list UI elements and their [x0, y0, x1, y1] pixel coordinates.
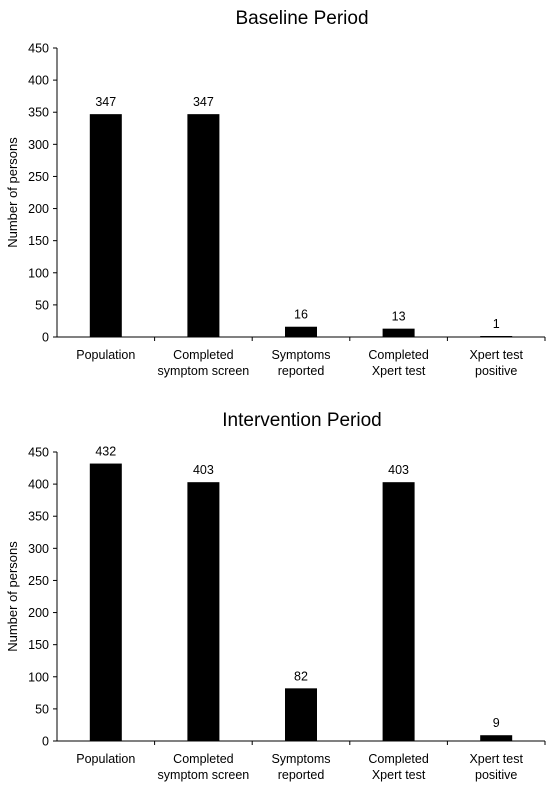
data-label: 13	[392, 310, 406, 324]
x-category-label: Completed Xpert test	[368, 348, 428, 378]
x-category-label-line: Symptoms	[271, 752, 330, 766]
y-tick-label: 350	[28, 510, 49, 524]
x-category-label: Symptoms reported	[271, 752, 330, 782]
y-tick-label: 450	[28, 42, 49, 56]
data-label: 82	[294, 669, 308, 683]
y-tick-label: 50	[35, 298, 49, 312]
x-category-label-line: Xpert test	[469, 752, 523, 766]
x-category-label: Xpert test positive	[469, 348, 523, 378]
x-category-label: Completed symptom screen	[158, 752, 250, 782]
y-tick-label: 450	[28, 446, 49, 460]
chart-title: Intervention Period	[222, 410, 382, 431]
x-category-label: Completed Xpert test	[368, 752, 428, 782]
x-category-label-line: Xpert test	[372, 364, 426, 378]
y-axis-title: Number of persons	[5, 541, 20, 652]
y-tick-label: 300	[28, 542, 49, 556]
x-category-label-line: Completed	[173, 348, 233, 362]
y-tick-label: 0	[42, 735, 49, 749]
data-label: 16	[294, 308, 308, 322]
x-category-label-line: Population	[76, 348, 135, 362]
x-category-label-line: Symptoms	[271, 348, 330, 362]
bar	[187, 482, 220, 741]
y-tick-label: 300	[28, 138, 49, 152]
x-category-label-line: Xpert test	[469, 348, 523, 362]
data-label: 1	[493, 317, 500, 331]
y-tick-label: 250	[28, 170, 49, 184]
data-label: 432	[95, 445, 116, 459]
x-category-label-line: symptom screen	[158, 364, 250, 378]
x-category-label: Population	[76, 752, 135, 766]
x-category-label: Completed symptom screen	[158, 348, 250, 378]
y-tick-label: 50	[35, 702, 49, 716]
bar	[285, 326, 317, 337]
x-category-label: Xpert test positive	[469, 752, 523, 782]
data-label: 403	[193, 463, 214, 477]
y-tick-label: 100	[28, 266, 49, 280]
bar	[480, 735, 513, 741]
bar	[89, 463, 122, 741]
x-category-label-line: Population	[76, 752, 135, 766]
chart-title: Baseline Period	[235, 8, 368, 29]
y-tick-label: 200	[28, 606, 49, 620]
y-axis-title: Number of persons	[5, 137, 20, 248]
y-tick-label: 250	[28, 574, 49, 588]
bar	[187, 114, 220, 337]
chart-panel-1: Baseline Period Number of persons 0 50 100 15…	[5, 8, 546, 378]
x-category-label-line: reported	[278, 364, 325, 378]
x-category-label: Symptoms reported	[271, 348, 330, 378]
data-label: 347	[193, 95, 214, 109]
y-tick-label: 150	[28, 638, 49, 652]
data-label: 9	[493, 716, 500, 730]
bar	[480, 336, 513, 337]
bar	[89, 114, 122, 337]
bar	[382, 482, 415, 741]
x-category-label: Population	[76, 348, 135, 362]
x-category-label-line: positive	[475, 768, 517, 782]
y-tick-label: 100	[28, 670, 49, 684]
y-tick-label: 0	[42, 331, 49, 345]
y-tick-label: 150	[28, 234, 49, 248]
data-label: 403	[388, 463, 409, 477]
x-category-label-line: Completed	[368, 752, 428, 766]
y-tick-label: 400	[28, 478, 49, 492]
y-tick-label: 400	[28, 74, 49, 88]
x-category-label-line: reported	[278, 768, 325, 782]
x-category-label-line: positive	[475, 364, 517, 378]
x-category-label-line: Xpert test	[372, 768, 426, 782]
data-label: 347	[95, 95, 116, 109]
bar	[382, 328, 415, 337]
bar	[285, 688, 317, 741]
x-category-label-line: Completed	[368, 348, 428, 362]
y-tick-label: 200	[28, 202, 49, 216]
x-category-label-line: Completed	[173, 752, 233, 766]
chart-panel-2: Intervention Period Number of persons 0 50 1…	[5, 410, 546, 782]
x-category-label-line: symptom screen	[158, 768, 250, 782]
y-tick-label: 350	[28, 106, 49, 120]
